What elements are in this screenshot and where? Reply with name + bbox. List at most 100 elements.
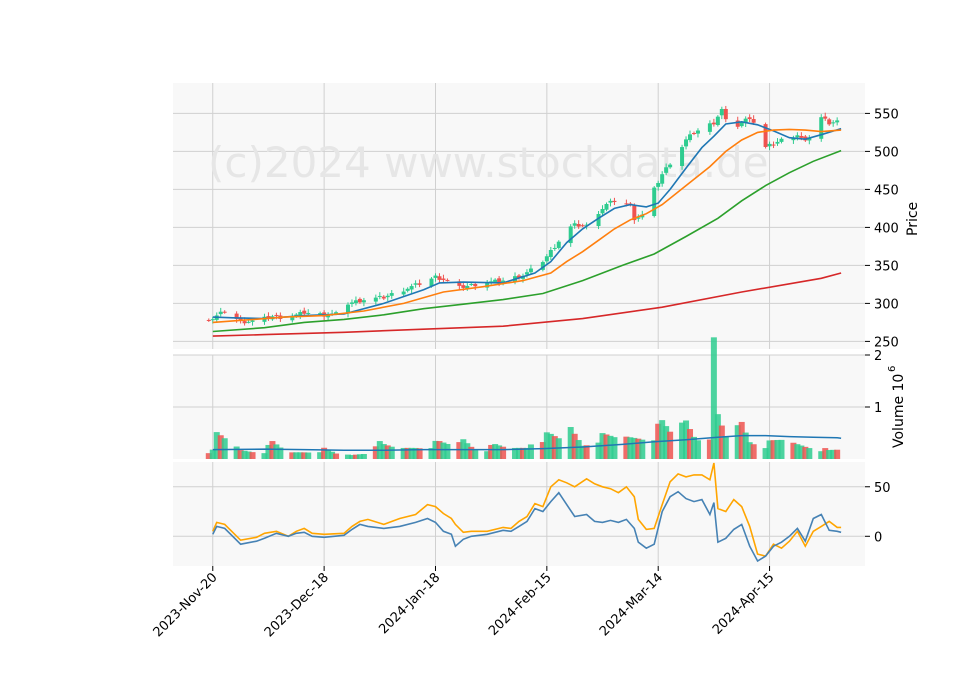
volume-bar bbox=[687, 429, 694, 459]
price-ma-line bbox=[212, 149, 842, 333]
volume-bar bbox=[603, 434, 610, 459]
volume-bar bbox=[213, 432, 220, 459]
volume-bar bbox=[635, 438, 642, 459]
volume-bar bbox=[690, 436, 697, 459]
volume-tick-label: 1 bbox=[874, 401, 882, 416]
volume-bar bbox=[360, 454, 367, 459]
volume-bar bbox=[718, 425, 725, 459]
volume-bar bbox=[575, 440, 582, 459]
candle-body bbox=[739, 122, 744, 127]
volume-bar bbox=[249, 452, 256, 459]
candle-body bbox=[326, 315, 331, 318]
volume-bar bbox=[790, 442, 797, 459]
candle-body bbox=[409, 286, 414, 290]
volume-bar bbox=[742, 432, 749, 459]
candle-body bbox=[835, 120, 840, 123]
volume-bar bbox=[356, 454, 363, 459]
candle-body bbox=[711, 122, 716, 125]
candle-body bbox=[819, 117, 824, 139]
volume-bar bbox=[818, 451, 825, 459]
volume-bar bbox=[305, 452, 312, 459]
volume-bar bbox=[221, 438, 228, 459]
volume-bar bbox=[372, 446, 379, 459]
volume-bar bbox=[611, 437, 618, 459]
volume-bar bbox=[750, 444, 757, 459]
volume-bar bbox=[408, 447, 415, 459]
candle-body bbox=[707, 123, 712, 132]
candle-body bbox=[763, 124, 768, 147]
marks-layer bbox=[205, 105, 842, 563]
volume-bar bbox=[329, 451, 336, 459]
candle-body bbox=[238, 318, 243, 321]
price-tick-label: 300 bbox=[874, 297, 899, 312]
volume-bar bbox=[384, 445, 391, 459]
osc-tick-label: 50 bbox=[874, 481, 891, 496]
volume-bar bbox=[607, 435, 614, 459]
x-tick-label: 2024-Mar-14 bbox=[597, 570, 666, 639]
volume-bar bbox=[352, 454, 359, 459]
volume-bar bbox=[794, 444, 801, 459]
candle-body bbox=[441, 278, 446, 280]
candle-body bbox=[743, 118, 748, 124]
candle-body bbox=[306, 312, 311, 314]
candle-body bbox=[290, 317, 295, 321]
volume-bar bbox=[261, 453, 268, 459]
candle-body bbox=[775, 141, 780, 144]
candle-body bbox=[318, 313, 323, 315]
price-tick-label: 550 bbox=[874, 107, 899, 122]
candle-body bbox=[632, 205, 637, 221]
price-tick-label: 400 bbox=[874, 221, 899, 236]
candle-body bbox=[660, 174, 665, 184]
volume-bar bbox=[245, 451, 252, 459]
volume-bar bbox=[456, 442, 463, 459]
volume-bar bbox=[416, 448, 423, 459]
candle-body bbox=[385, 295, 390, 298]
candle-body bbox=[795, 135, 800, 138]
volume-bar bbox=[241, 450, 248, 459]
volume-bar bbox=[472, 450, 479, 459]
volume-bar bbox=[277, 447, 284, 459]
volume-bar bbox=[583, 445, 590, 459]
x-tick-label: 2024-Feb-15 bbox=[486, 570, 555, 639]
volume-bar bbox=[778, 439, 785, 459]
volume-bar bbox=[595, 442, 602, 459]
candle-body bbox=[719, 108, 724, 116]
candle-body bbox=[680, 147, 685, 166]
volume-bar bbox=[444, 443, 451, 459]
candle-body bbox=[596, 214, 601, 227]
volume-bar bbox=[667, 431, 674, 459]
volume-axis-label: Volume 10 bbox=[891, 374, 907, 448]
volume-bar bbox=[380, 444, 387, 459]
osc-tick-label: 0 bbox=[874, 530, 882, 545]
candle-body bbox=[274, 314, 279, 316]
volume-bar bbox=[412, 447, 419, 459]
volume-bar bbox=[830, 449, 837, 459]
volume-bar bbox=[484, 451, 491, 459]
candle-body bbox=[664, 167, 669, 173]
price-tick-label: 450 bbox=[874, 183, 899, 198]
volume-bar bbox=[539, 442, 546, 459]
volume-bar bbox=[762, 448, 769, 459]
volume-bar bbox=[404, 447, 411, 459]
candle-body bbox=[465, 285, 470, 289]
candle-body bbox=[767, 143, 772, 147]
volume-bar bbox=[734, 425, 741, 459]
candle-body bbox=[210, 319, 215, 321]
candle-body bbox=[656, 183, 661, 187]
volume-bar bbox=[834, 449, 841, 459]
candle-body bbox=[747, 117, 752, 120]
volume-bar bbox=[774, 439, 781, 459]
volume-bar bbox=[651, 440, 658, 459]
volume-bar bbox=[519, 447, 526, 459]
volume-bar bbox=[806, 448, 813, 459]
candle-body bbox=[349, 302, 354, 304]
volume-bar bbox=[710, 337, 717, 459]
candle-body bbox=[457, 281, 462, 286]
candle-body bbox=[799, 135, 804, 138]
volume-bar bbox=[694, 440, 701, 459]
volume-bar bbox=[492, 444, 499, 459]
candle-body bbox=[827, 119, 832, 125]
volume-bar bbox=[523, 447, 530, 459]
volume-bar bbox=[400, 447, 407, 459]
candle-body bbox=[791, 138, 796, 141]
